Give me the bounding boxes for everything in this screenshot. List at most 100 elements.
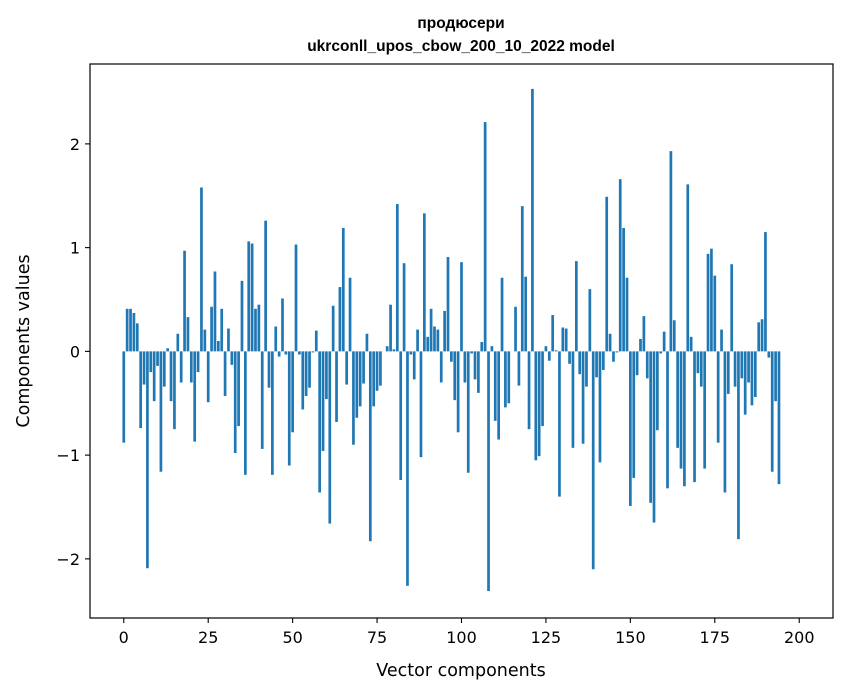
bar (473, 351, 477, 380)
bar (186, 317, 190, 352)
bar (730, 264, 734, 352)
bar (379, 351, 382, 386)
bar (230, 351, 234, 365)
bar (352, 351, 355, 445)
x-tick-label: 100 (446, 628, 477, 647)
bar (720, 329, 723, 352)
bar (672, 320, 676, 352)
bar (507, 351, 511, 404)
bar (254, 308, 257, 352)
bar (537, 351, 541, 457)
bar (216, 341, 220, 352)
bar (152, 351, 156, 402)
bar (159, 351, 163, 472)
bar (183, 250, 186, 352)
bar (264, 220, 267, 352)
bar (429, 308, 433, 352)
bar (213, 271, 217, 352)
bar (281, 298, 284, 352)
bar (132, 312, 136, 352)
bar (271, 351, 274, 475)
bar (284, 351, 288, 355)
x-tick-label: 25 (198, 628, 218, 647)
bar (483, 122, 487, 352)
y-tick-label: 1 (70, 239, 80, 258)
bar (534, 351, 538, 461)
bar (311, 351, 315, 353)
bar (260, 351, 264, 449)
bar (139, 351, 143, 429)
plot-frame (89, 63, 834, 619)
bar (774, 351, 777, 402)
bar (439, 351, 443, 383)
bar (470, 351, 473, 354)
bar (446, 256, 450, 352)
bar (426, 336, 430, 352)
y-axis-label: Components values (14, 254, 34, 427)
bar (477, 351, 480, 393)
bar (612, 351, 615, 362)
bar (355, 351, 359, 418)
bar (318, 351, 321, 493)
bar (247, 241, 251, 352)
bar (737, 351, 740, 540)
bar (135, 323, 139, 352)
bar (368, 351, 372, 542)
bar (362, 351, 365, 384)
bar (605, 196, 609, 352)
bar (625, 277, 629, 352)
y-tick-label: 0 (70, 342, 80, 361)
bars-group (122, 88, 781, 592)
bar (274, 326, 278, 352)
bar (733, 351, 737, 387)
bar (146, 351, 149, 569)
bar (227, 328, 230, 352)
bar (601, 351, 605, 371)
bar (325, 351, 328, 400)
bar (308, 351, 311, 388)
bar (683, 351, 686, 487)
bar (176, 333, 180, 352)
bar (716, 351, 720, 443)
bar (568, 351, 571, 364)
bar (463, 351, 467, 383)
bar (551, 315, 555, 352)
bar (591, 351, 595, 570)
bar (676, 351, 679, 448)
bar (598, 351, 602, 463)
bar (652, 351, 656, 523)
y-tick-label: 2 (70, 135, 80, 154)
chart-subtitle: ukrconll_upos_cbow_200_10_2022 model (307, 38, 615, 55)
bar (338, 287, 342, 352)
bar (450, 351, 453, 362)
bar (723, 351, 727, 493)
bar (696, 351, 700, 374)
bar (321, 351, 325, 451)
bar (406, 351, 409, 586)
bar (395, 204, 399, 352)
x-tick-label: 125 (531, 628, 562, 647)
bar (629, 351, 632, 506)
y-tick-label: −1 (56, 446, 80, 465)
bar (662, 331, 666, 352)
bar (770, 351, 774, 472)
y-tick-label: −2 (56, 550, 80, 569)
bar (237, 351, 240, 427)
bar (416, 329, 419, 352)
bar (328, 351, 332, 524)
x-tick-label: 200 (784, 628, 815, 647)
x-tick-label: 150 (615, 628, 646, 647)
bar (487, 351, 490, 592)
bar (706, 253, 710, 352)
bar (220, 308, 224, 352)
bar (480, 342, 484, 352)
bar (767, 351, 771, 358)
bar (615, 351, 619, 353)
bar (173, 351, 176, 430)
bar (649, 351, 652, 503)
bar (122, 351, 126, 443)
bar (656, 351, 659, 431)
bar (304, 351, 308, 396)
bar (291, 351, 294, 433)
x-tick-label: 0 (119, 628, 129, 647)
